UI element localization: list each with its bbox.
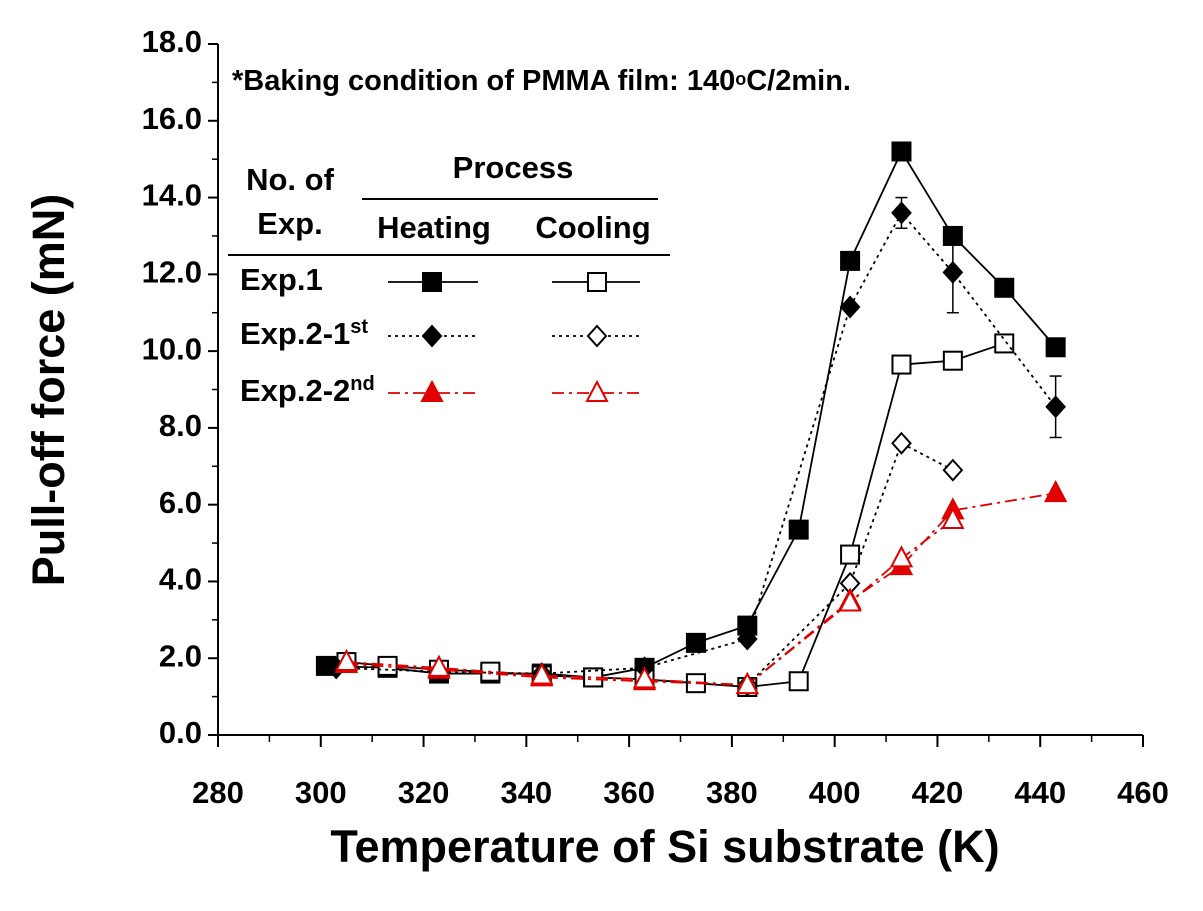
legend-label-text: Exp.2-1	[240, 316, 350, 351]
marker-diamond	[891, 201, 912, 225]
y-axis-title: Pull-off force (mN)	[23, 194, 74, 586]
marker-triangle	[334, 648, 359, 672]
x-axis-title: Temperature of Si substrate (K)	[330, 821, 999, 872]
legend-header: Cooling	[535, 210, 650, 245]
series-line	[346, 519, 954, 687]
marker-diamond	[736, 627, 758, 651]
marker-triangle	[427, 654, 451, 677]
y-tick-label: 12.0	[142, 255, 202, 290]
marker-square	[685, 632, 706, 653]
x-tick-label: 360	[603, 775, 655, 810]
legend-label-text: Exp.2-2	[240, 373, 350, 408]
marker-triangle	[838, 589, 862, 612]
x-tick-label: 320	[398, 775, 450, 810]
x-tick-label: 340	[500, 775, 552, 810]
x-tick-label: 300	[295, 775, 347, 810]
marker-diamond	[942, 260, 964, 284]
marker-triangle	[585, 379, 609, 402]
marker-square	[840, 544, 861, 565]
y-tick-label: 14.0	[142, 178, 202, 213]
marker-square	[994, 277, 1015, 298]
marker-square	[942, 350, 963, 371]
y-tick-label: 16.0	[142, 101, 202, 136]
marker-triangle	[941, 506, 965, 530]
y-tick-label: 0.0	[159, 715, 202, 750]
marker-diamond	[942, 458, 964, 482]
annotation-text: *Baking condition of PMMA film: 140	[232, 65, 735, 97]
y-tick-label: 18.0	[142, 24, 202, 59]
marker-triangle	[420, 379, 444, 402]
marker-square	[840, 250, 861, 271]
marker-diamond	[1045, 395, 1066, 419]
legend-label: Exp.1	[240, 262, 323, 297]
legend-label-sup: st	[350, 316, 368, 338]
marker-diamond	[586, 324, 608, 348]
legend-label: Exp.2-1st	[240, 316, 368, 351]
x-tick-label: 280	[192, 775, 244, 810]
marker-triangle	[889, 545, 914, 568]
y-tick-label: 6.0	[159, 485, 202, 520]
x-tick-label: 420	[912, 775, 964, 810]
marker-triangle	[632, 666, 657, 689]
x-tick-label: 460	[1117, 775, 1169, 810]
annotation-sup: o	[735, 69, 746, 89]
marker-square	[891, 354, 912, 375]
x-tick-label: 440	[1014, 775, 1066, 810]
legend-label-sup: nd	[350, 373, 374, 395]
annotation-text: C/2min.	[746, 65, 851, 97]
x-tick-label: 380	[706, 775, 758, 810]
marker-diamond	[839, 295, 861, 319]
marker-diamond	[891, 431, 912, 455]
series-line	[346, 342, 1005, 688]
annotation: *Baking condition of PMMA film: 140oC/2m…	[232, 65, 851, 97]
legend-label-text: Exp.1	[240, 262, 323, 297]
marker-square	[788, 671, 809, 692]
series-line	[746, 441, 954, 686]
legend-header: Exp.	[257, 206, 322, 241]
legend-label: Exp.2-2nd	[240, 373, 375, 408]
marker-square	[1045, 337, 1066, 358]
y-tick-label: 4.0	[159, 562, 202, 597]
marker-triangle	[1043, 480, 1068, 503]
legend-header: Process	[453, 150, 574, 185]
marker-square	[994, 333, 1015, 354]
marker-square	[422, 272, 442, 292]
legend-header: Heating	[377, 210, 491, 245]
legend-header: No. of	[246, 162, 334, 197]
y-tick-label: 8.0	[159, 408, 202, 443]
marker-diamond	[421, 324, 443, 348]
y-tick-label: 2.0	[159, 638, 202, 673]
marker-triangle	[735, 671, 759, 695]
marker-square	[788, 519, 809, 540]
y-tick-label: 10.0	[142, 331, 202, 366]
marker-square	[587, 272, 607, 292]
marker-square	[891, 141, 912, 162]
marker-triangle	[530, 662, 554, 685]
x-tick-label: 400	[809, 775, 861, 810]
